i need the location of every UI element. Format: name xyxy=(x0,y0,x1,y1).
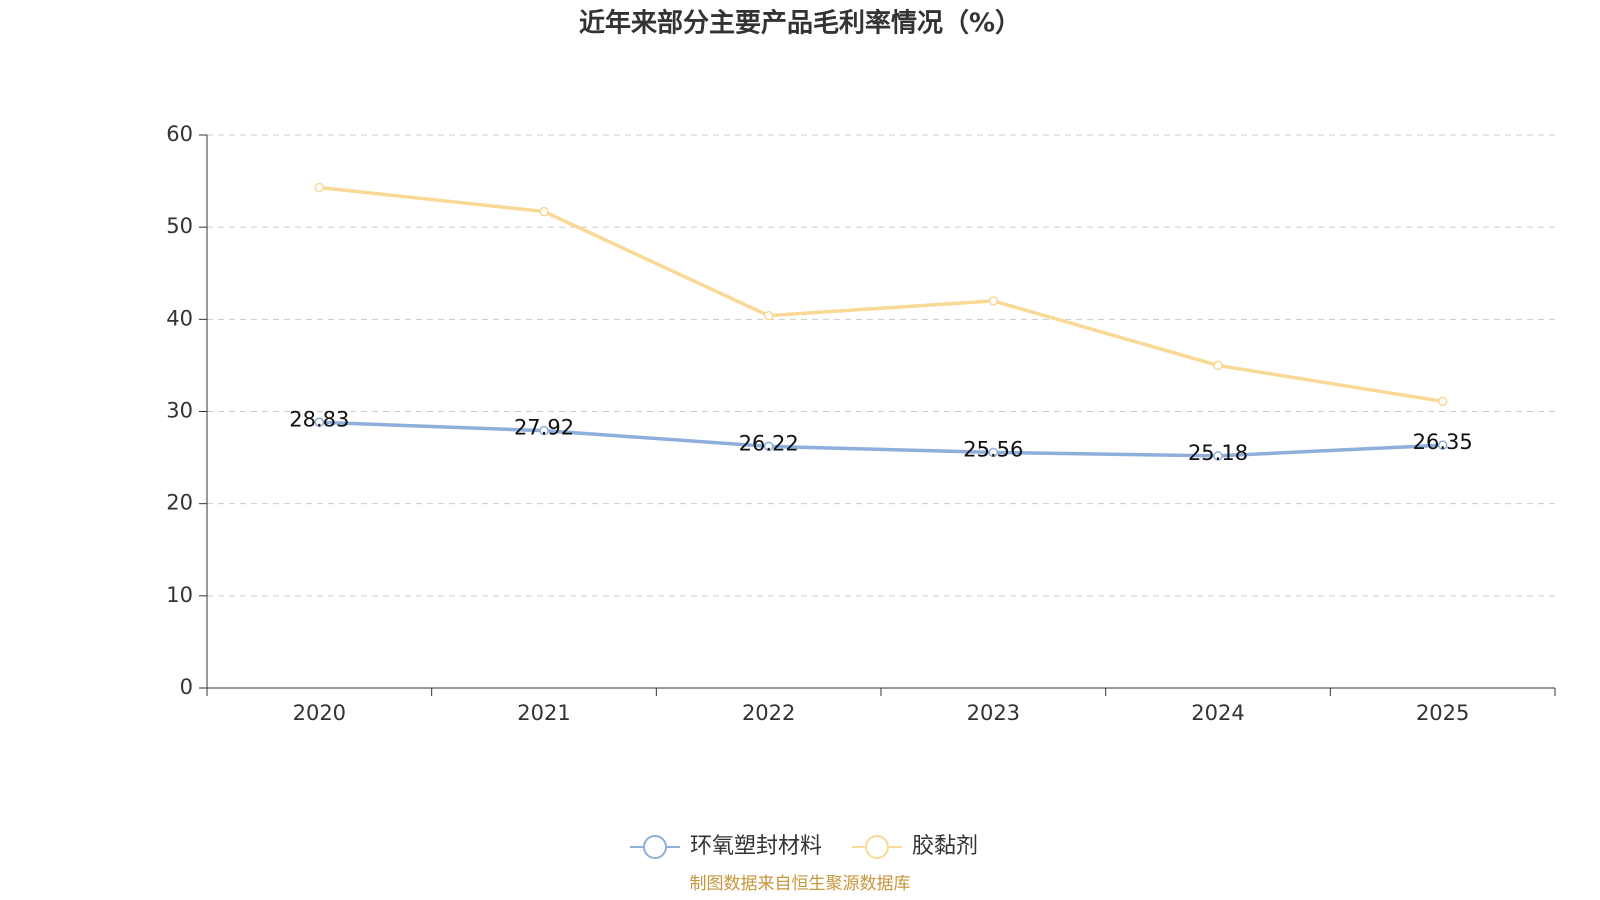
legend-marker xyxy=(643,835,667,859)
data-label: 25.18 xyxy=(1188,441,1248,465)
legend-marker xyxy=(865,835,890,859)
data-label: 26.35 xyxy=(1413,430,1473,454)
point xyxy=(1213,451,1223,461)
source-note: 制图数据来自恒生聚源数据库 xyxy=(690,874,911,894)
series-line xyxy=(319,185,1443,404)
x-tick-label: 2020 xyxy=(293,701,346,725)
point xyxy=(988,296,999,306)
y-tick-label: 0 xyxy=(180,675,193,699)
chart-title: 近年来部分主要产品毛利率情况（%） xyxy=(579,8,1021,39)
data-label: 28.83 xyxy=(289,407,349,431)
point xyxy=(763,310,774,321)
y-tick-label: 20 xyxy=(166,491,193,515)
point xyxy=(539,206,549,217)
point xyxy=(1437,440,1448,450)
y-tick-label: 40 xyxy=(166,306,193,330)
x-tick-label: 2025 xyxy=(1416,701,1469,725)
series-line xyxy=(319,420,1443,458)
x-tick-label: 2021 xyxy=(517,701,570,725)
point xyxy=(314,417,325,428)
y-tick-label: 60 xyxy=(166,122,193,146)
x-tick-label: 2022 xyxy=(742,701,795,725)
y-tick-label: 10 xyxy=(166,583,193,607)
data-label: 25.56 xyxy=(963,437,1023,461)
data-label: 27.92 xyxy=(514,416,574,440)
y-tick-label: 30 xyxy=(166,399,193,423)
y-tick-label: 50 xyxy=(166,214,193,238)
x-tick-label: 2024 xyxy=(1191,701,1244,725)
point xyxy=(539,425,549,436)
data-label: 26.22 xyxy=(739,431,799,455)
point xyxy=(988,447,999,458)
point xyxy=(1437,396,1448,407)
legend-label: 环氧塑封材料 xyxy=(690,834,822,859)
point xyxy=(763,441,774,452)
legend-label: 胶黏剂 xyxy=(912,834,978,859)
x-tick-label: 2023 xyxy=(967,701,1020,725)
point xyxy=(1213,360,1223,371)
point xyxy=(314,182,325,193)
